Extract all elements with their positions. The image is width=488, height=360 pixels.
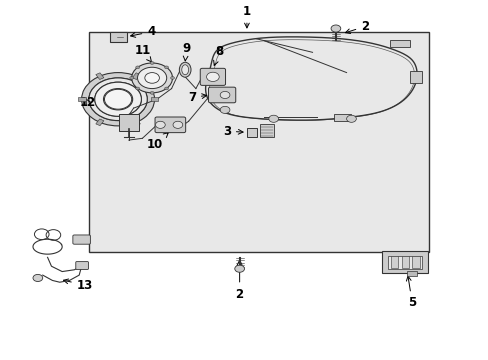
Bar: [78, 98, 85, 101]
FancyBboxPatch shape: [381, 251, 427, 273]
Bar: [387, 256, 421, 269]
FancyBboxPatch shape: [155, 117, 185, 132]
FancyBboxPatch shape: [208, 87, 235, 103]
Bar: [246, 128, 256, 136]
Bar: [411, 256, 419, 268]
FancyBboxPatch shape: [200, 68, 225, 85]
Text: 11: 11: [134, 44, 151, 62]
Circle shape: [220, 91, 229, 99]
Bar: [132, 73, 140, 80]
Text: 9: 9: [182, 42, 190, 61]
Bar: [96, 73, 103, 80]
Text: 13: 13: [63, 279, 93, 292]
Circle shape: [150, 91, 154, 94]
Circle shape: [136, 66, 140, 69]
Circle shape: [155, 121, 165, 129]
Circle shape: [220, 106, 229, 113]
Text: 12: 12: [80, 96, 96, 109]
Circle shape: [136, 87, 140, 90]
Circle shape: [234, 265, 244, 272]
Text: 3: 3: [223, 125, 243, 138]
Circle shape: [131, 63, 172, 93]
FancyBboxPatch shape: [110, 32, 126, 42]
Circle shape: [104, 89, 131, 109]
Bar: [407, 271, 416, 276]
Text: 4: 4: [130, 25, 155, 38]
Ellipse shape: [182, 65, 188, 75]
Bar: [132, 119, 140, 126]
Circle shape: [150, 62, 154, 64]
Circle shape: [268, 115, 278, 122]
Circle shape: [129, 76, 133, 79]
Bar: [409, 71, 421, 83]
Bar: [401, 256, 408, 268]
Circle shape: [173, 121, 183, 129]
Bar: [334, 114, 351, 121]
Text: 5: 5: [406, 276, 415, 310]
Circle shape: [330, 25, 340, 32]
Text: 6: 6: [128, 113, 137, 130]
Text: 2: 2: [345, 20, 368, 33]
Circle shape: [164, 87, 168, 90]
FancyBboxPatch shape: [118, 114, 139, 131]
Circle shape: [164, 66, 168, 69]
Text: 7: 7: [187, 91, 206, 104]
Bar: [89, 32, 428, 252]
Circle shape: [346, 115, 356, 122]
FancyBboxPatch shape: [73, 235, 90, 244]
FancyBboxPatch shape: [76, 262, 88, 269]
Bar: [390, 256, 397, 268]
Text: 8: 8: [213, 45, 223, 66]
Circle shape: [137, 67, 166, 89]
Circle shape: [206, 72, 219, 81]
Text: 1: 1: [243, 5, 250, 28]
Ellipse shape: [179, 62, 191, 77]
Text: 10: 10: [146, 132, 168, 151]
Circle shape: [144, 73, 159, 83]
Circle shape: [170, 76, 174, 79]
Bar: [96, 119, 103, 126]
Circle shape: [33, 274, 42, 282]
FancyBboxPatch shape: [259, 125, 273, 136]
Bar: [389, 40, 409, 47]
Text: 2: 2: [235, 260, 243, 301]
Bar: [150, 98, 158, 101]
